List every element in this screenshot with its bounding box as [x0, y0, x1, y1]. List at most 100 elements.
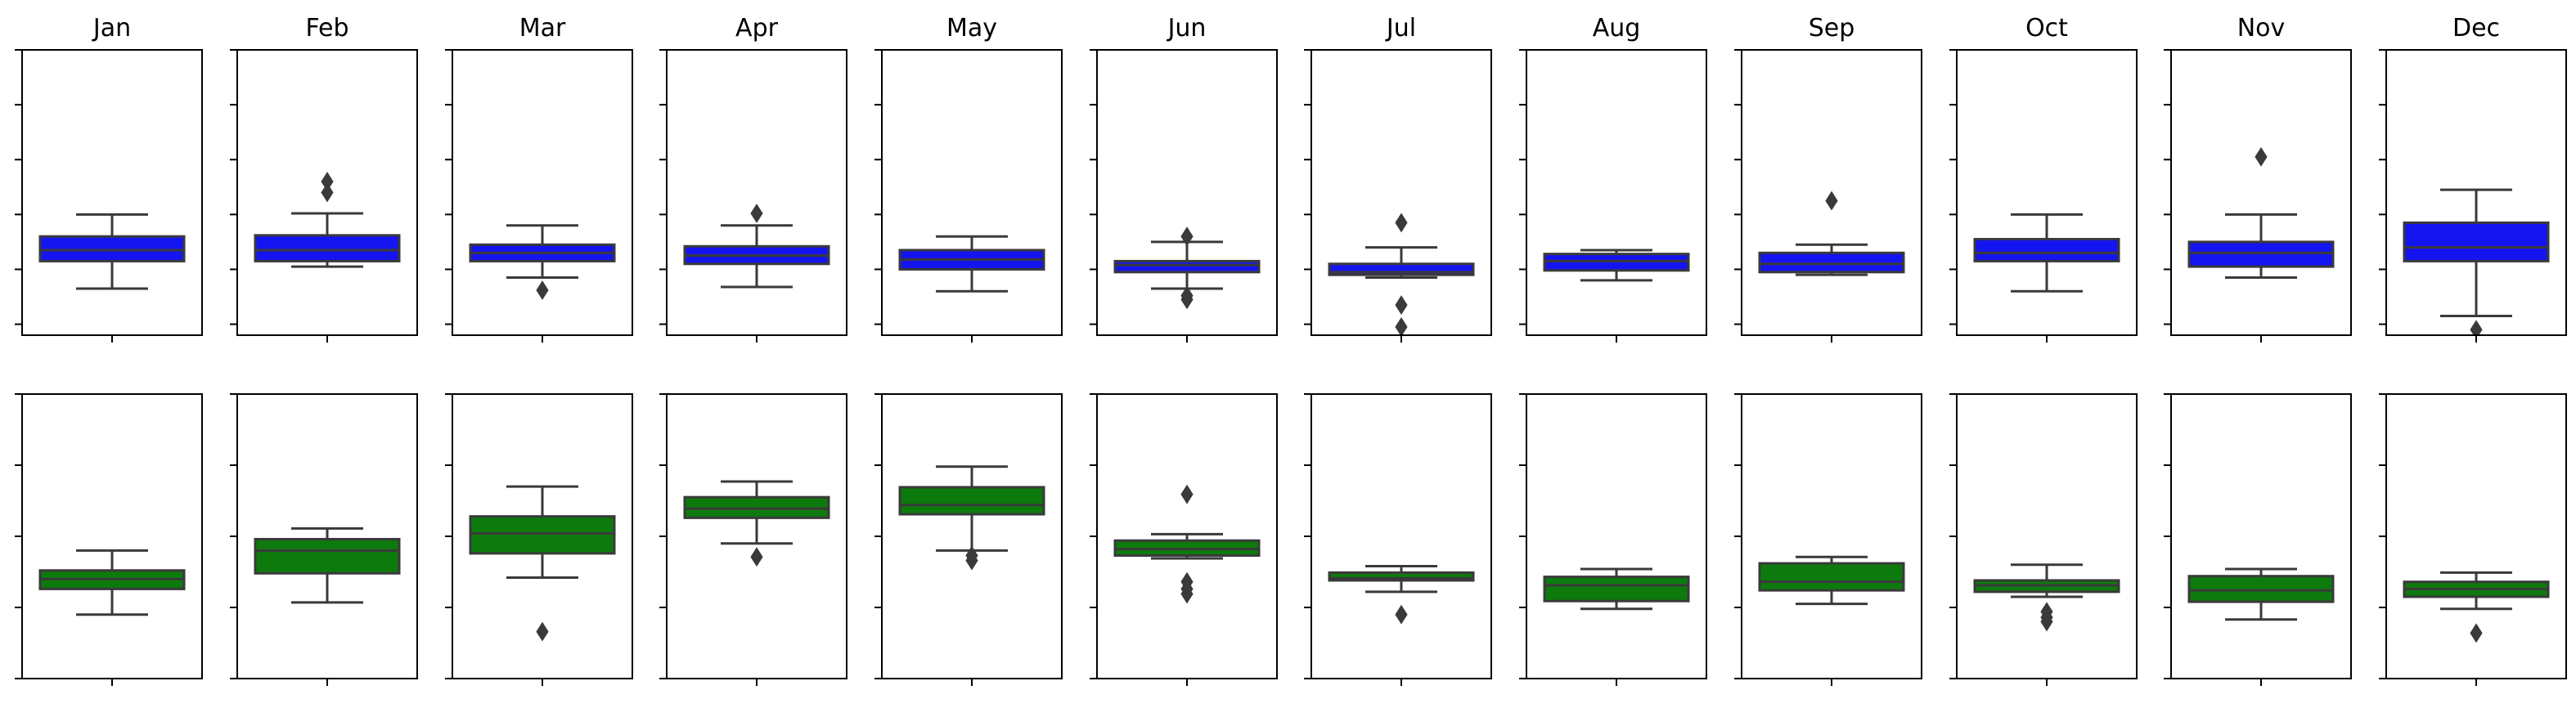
outlier-point: [1395, 295, 1408, 316]
box-iqr: [1758, 562, 1905, 592]
outlier-point: [750, 547, 763, 567]
panel-bottom-mar: [445, 393, 633, 686]
box-iqr: [1758, 251, 1905, 274]
outlier-point: [1180, 571, 1194, 592]
outlier-point: [2040, 602, 2053, 622]
panel-frame: [21, 49, 203, 336]
panel-plot-area: [2187, 567, 2335, 621]
outlier-point: [750, 204, 763, 223]
panel-plot-area: [1973, 563, 2120, 632]
panel-top-jan: Jan: [15, 14, 203, 343]
panel-title-mar: Mar: [519, 14, 566, 43]
panel-bottom-dec: [2379, 393, 2567, 686]
panel-title-jan: Jan: [92, 14, 131, 43]
panel-title-dec: Dec: [2452, 14, 2500, 43]
outlier-point: [536, 621, 549, 642]
panel-frame: [1310, 49, 1492, 336]
box-iqr: [1973, 238, 2120, 262]
panel-title-feb: Feb: [305, 14, 348, 43]
panel-plot-area: [898, 465, 1045, 571]
outlier-point: [2470, 623, 2483, 643]
outlier-point: [1395, 604, 1408, 625]
panel-plot-area: [1328, 565, 1475, 625]
panel-frame: [666, 49, 847, 336]
panel-top-apr: Apr: [659, 14, 847, 343]
panel-top-may: May: [874, 14, 1063, 343]
panel-plot-area: [38, 549, 186, 616]
panel-frame: [1956, 393, 2138, 679]
panel-plot-area: [38, 213, 186, 290]
panel-plot-area: [1113, 226, 1261, 310]
box-iqr: [2403, 221, 2550, 262]
outlier-point: [321, 172, 334, 192]
panel-bottom-nov: [2164, 393, 2352, 686]
outlier-point: [1395, 213, 1408, 233]
box-iqr: [254, 537, 401, 575]
box-iqr: [2187, 575, 2335, 603]
panel-plot-area: [1328, 213, 1475, 335]
box-iqr: [38, 235, 186, 262]
panel-bottom-oct: [1949, 393, 2138, 686]
panel-plot-area: [1973, 213, 2120, 293]
panel-plot-area: [2187, 146, 2335, 280]
panel-top-mar: Mar: [445, 14, 633, 343]
outlier-point: [1825, 190, 1838, 211]
panel-plot-area: [469, 485, 616, 642]
panel-bottom-jul: [1304, 393, 1492, 686]
panel-frame: [21, 393, 203, 679]
outlier-point: [1180, 285, 1194, 306]
panel-title-jul: Jul: [1385, 14, 1416, 43]
panel-bottom-jan: [15, 393, 203, 686]
panel-plot-area: [254, 172, 401, 268]
panel-title-aug: Aug: [1593, 14, 1641, 43]
box-iqr: [2187, 240, 2335, 268]
box-iqr: [1328, 571, 1475, 582]
box-iqr: [898, 486, 1045, 516]
panel-plot-area: [254, 527, 401, 604]
outlier-point: [2470, 320, 2483, 335]
box-iqr: [469, 515, 616, 555]
panel-bottom-apr: [659, 393, 847, 686]
outlier-point: [2255, 146, 2268, 167]
panel-plot-area: [683, 204, 830, 289]
panel-top-oct: Oct: [1949, 14, 2138, 343]
panel-frame: [2170, 49, 2352, 336]
outlier-point: [1180, 226, 1194, 247]
panel-plot-area: [1758, 555, 1905, 606]
panel-bottom-jun: [1090, 393, 1278, 686]
panel-frame: [2170, 393, 2352, 679]
panel-top-feb: Feb: [230, 14, 418, 343]
panel-frame: [1526, 49, 1707, 336]
panel-plot-area: [2403, 188, 2550, 335]
panel-top-jul: Jul: [1304, 14, 1492, 343]
box-iqr: [1543, 576, 1690, 603]
panel-plot-area: [2403, 571, 2550, 643]
panel-title-apr: Apr: [735, 14, 779, 43]
panel-top-jun: Jun: [1090, 14, 1278, 343]
panel-top-dec: Dec: [2379, 14, 2567, 343]
panel-bottom-feb: [230, 393, 418, 686]
outlier-point: [1395, 317, 1408, 335]
panel-top-sep: Sep: [1734, 14, 1922, 343]
box-iqr: [254, 234, 401, 262]
panel-top-aug: Aug: [1519, 14, 1707, 343]
panel-title-may: May: [946, 14, 997, 43]
panel-top-nov: Nov: [2164, 14, 2352, 343]
panel-frame: [1526, 393, 1707, 679]
panel-plot-area: [1758, 190, 1905, 276]
panel-title-jun: Jun: [1167, 14, 1207, 43]
panel-title-oct: Oct: [2025, 14, 2068, 43]
panel-plot-area: [1543, 567, 1690, 611]
panel-frame: [1310, 393, 1492, 679]
panel-bottom-aug: [1519, 393, 1707, 686]
outlier-point: [536, 280, 549, 300]
box-iqr: [1113, 259, 1261, 274]
outlier-point: [965, 545, 978, 566]
panel-plot-area: [683, 480, 830, 567]
panel-plot-area: [1113, 484, 1261, 604]
panel-bottom-sep: [1734, 393, 1922, 686]
panel-plot-area: [1543, 249, 1690, 282]
outlier-point: [321, 182, 334, 203]
panel-frame: [1741, 393, 1922, 679]
